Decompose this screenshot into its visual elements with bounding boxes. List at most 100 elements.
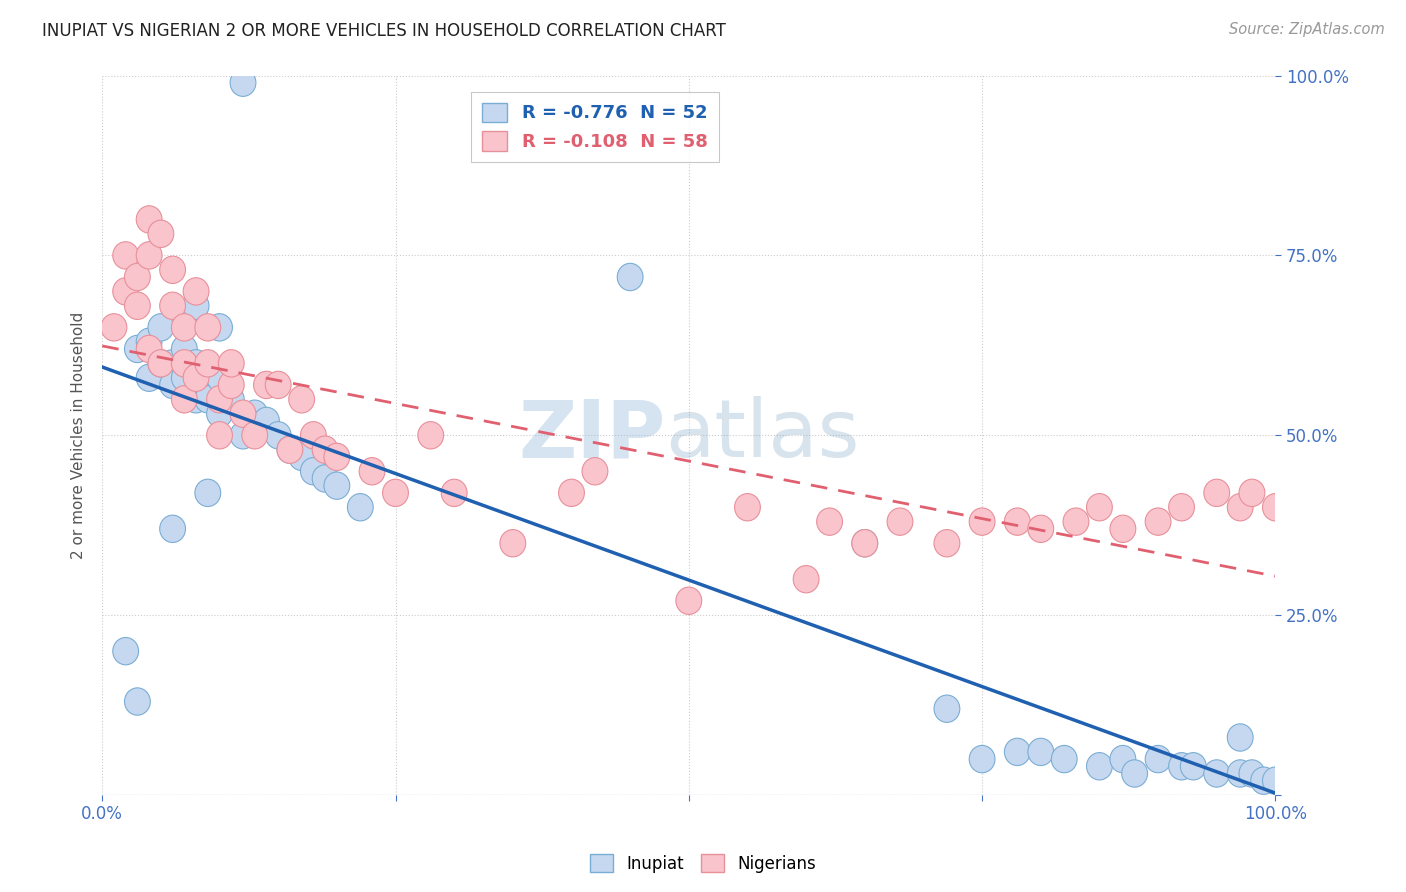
Ellipse shape [160,371,186,399]
Ellipse shape [1239,760,1265,787]
Ellipse shape [160,292,186,319]
Ellipse shape [817,508,842,535]
Ellipse shape [183,364,209,392]
Ellipse shape [231,69,256,96]
Ellipse shape [1204,479,1230,507]
Ellipse shape [852,530,877,557]
Ellipse shape [441,479,467,507]
Ellipse shape [312,436,337,463]
Ellipse shape [934,530,960,557]
Ellipse shape [277,436,302,463]
Text: ZIP: ZIP [517,396,665,475]
Ellipse shape [218,350,245,377]
Ellipse shape [148,350,174,377]
Ellipse shape [172,350,197,377]
Ellipse shape [382,479,408,507]
Ellipse shape [852,530,877,557]
Ellipse shape [160,516,186,542]
Ellipse shape [359,458,385,485]
Ellipse shape [183,385,209,413]
Ellipse shape [125,688,150,715]
Ellipse shape [160,350,186,377]
Ellipse shape [1239,479,1265,507]
Ellipse shape [501,530,526,557]
Ellipse shape [1004,508,1031,535]
Ellipse shape [1144,746,1171,772]
Ellipse shape [136,335,162,363]
Ellipse shape [172,314,197,341]
Ellipse shape [218,385,245,413]
Ellipse shape [172,335,197,363]
Ellipse shape [418,422,444,449]
Ellipse shape [1144,508,1171,535]
Ellipse shape [323,443,350,471]
Ellipse shape [1168,493,1195,521]
Ellipse shape [195,479,221,507]
Ellipse shape [1052,746,1077,772]
Ellipse shape [676,587,702,615]
Ellipse shape [934,695,960,723]
Ellipse shape [253,371,280,399]
Ellipse shape [969,746,995,772]
Legend: Inupiat, Nigerians: Inupiat, Nigerians [583,847,823,880]
Ellipse shape [112,277,139,305]
Ellipse shape [253,408,280,434]
Ellipse shape [1263,767,1288,795]
Ellipse shape [1227,760,1253,787]
Ellipse shape [112,638,139,665]
Ellipse shape [1028,516,1053,542]
Ellipse shape [793,566,820,593]
Ellipse shape [218,371,245,399]
Ellipse shape [558,479,585,507]
Ellipse shape [1168,753,1195,780]
Ellipse shape [734,493,761,521]
Ellipse shape [195,350,221,377]
Ellipse shape [183,292,209,319]
Ellipse shape [148,314,174,341]
Ellipse shape [195,385,221,413]
Ellipse shape [207,385,232,413]
Y-axis label: 2 or more Vehicles in Household: 2 or more Vehicles in Household [72,311,86,559]
Ellipse shape [887,508,912,535]
Ellipse shape [231,422,256,449]
Ellipse shape [288,443,315,471]
Ellipse shape [1087,493,1112,521]
Ellipse shape [183,350,209,377]
Ellipse shape [1028,739,1053,765]
Ellipse shape [207,400,232,427]
Ellipse shape [172,385,197,413]
Ellipse shape [195,371,221,399]
Ellipse shape [266,422,291,449]
Ellipse shape [301,422,326,449]
Text: INUPIAT VS NIGERIAN 2 OR MORE VEHICLES IN HOUSEHOLD CORRELATION CHART: INUPIAT VS NIGERIAN 2 OR MORE VEHICLES I… [42,22,725,40]
Ellipse shape [312,465,337,492]
Ellipse shape [136,328,162,355]
Ellipse shape [301,458,326,485]
Ellipse shape [172,364,197,392]
Ellipse shape [288,385,315,413]
Ellipse shape [582,458,607,485]
Ellipse shape [101,314,127,341]
Ellipse shape [207,364,232,392]
Ellipse shape [1263,493,1288,521]
Ellipse shape [136,242,162,269]
Ellipse shape [207,314,232,341]
Ellipse shape [148,220,174,247]
Ellipse shape [207,422,232,449]
Ellipse shape [277,436,302,463]
Ellipse shape [1087,753,1112,780]
Ellipse shape [125,263,150,291]
Ellipse shape [183,277,209,305]
Ellipse shape [266,371,291,399]
Ellipse shape [1251,767,1277,795]
Legend: R = -0.776  N = 52, R = -0.108  N = 58: R = -0.776 N = 52, R = -0.108 N = 58 [471,92,718,162]
Ellipse shape [125,292,150,319]
Ellipse shape [1181,753,1206,780]
Ellipse shape [136,364,162,392]
Ellipse shape [231,400,256,427]
Ellipse shape [242,400,267,427]
Ellipse shape [1109,746,1136,772]
Ellipse shape [242,422,267,449]
Ellipse shape [1063,508,1088,535]
Ellipse shape [1227,493,1253,521]
